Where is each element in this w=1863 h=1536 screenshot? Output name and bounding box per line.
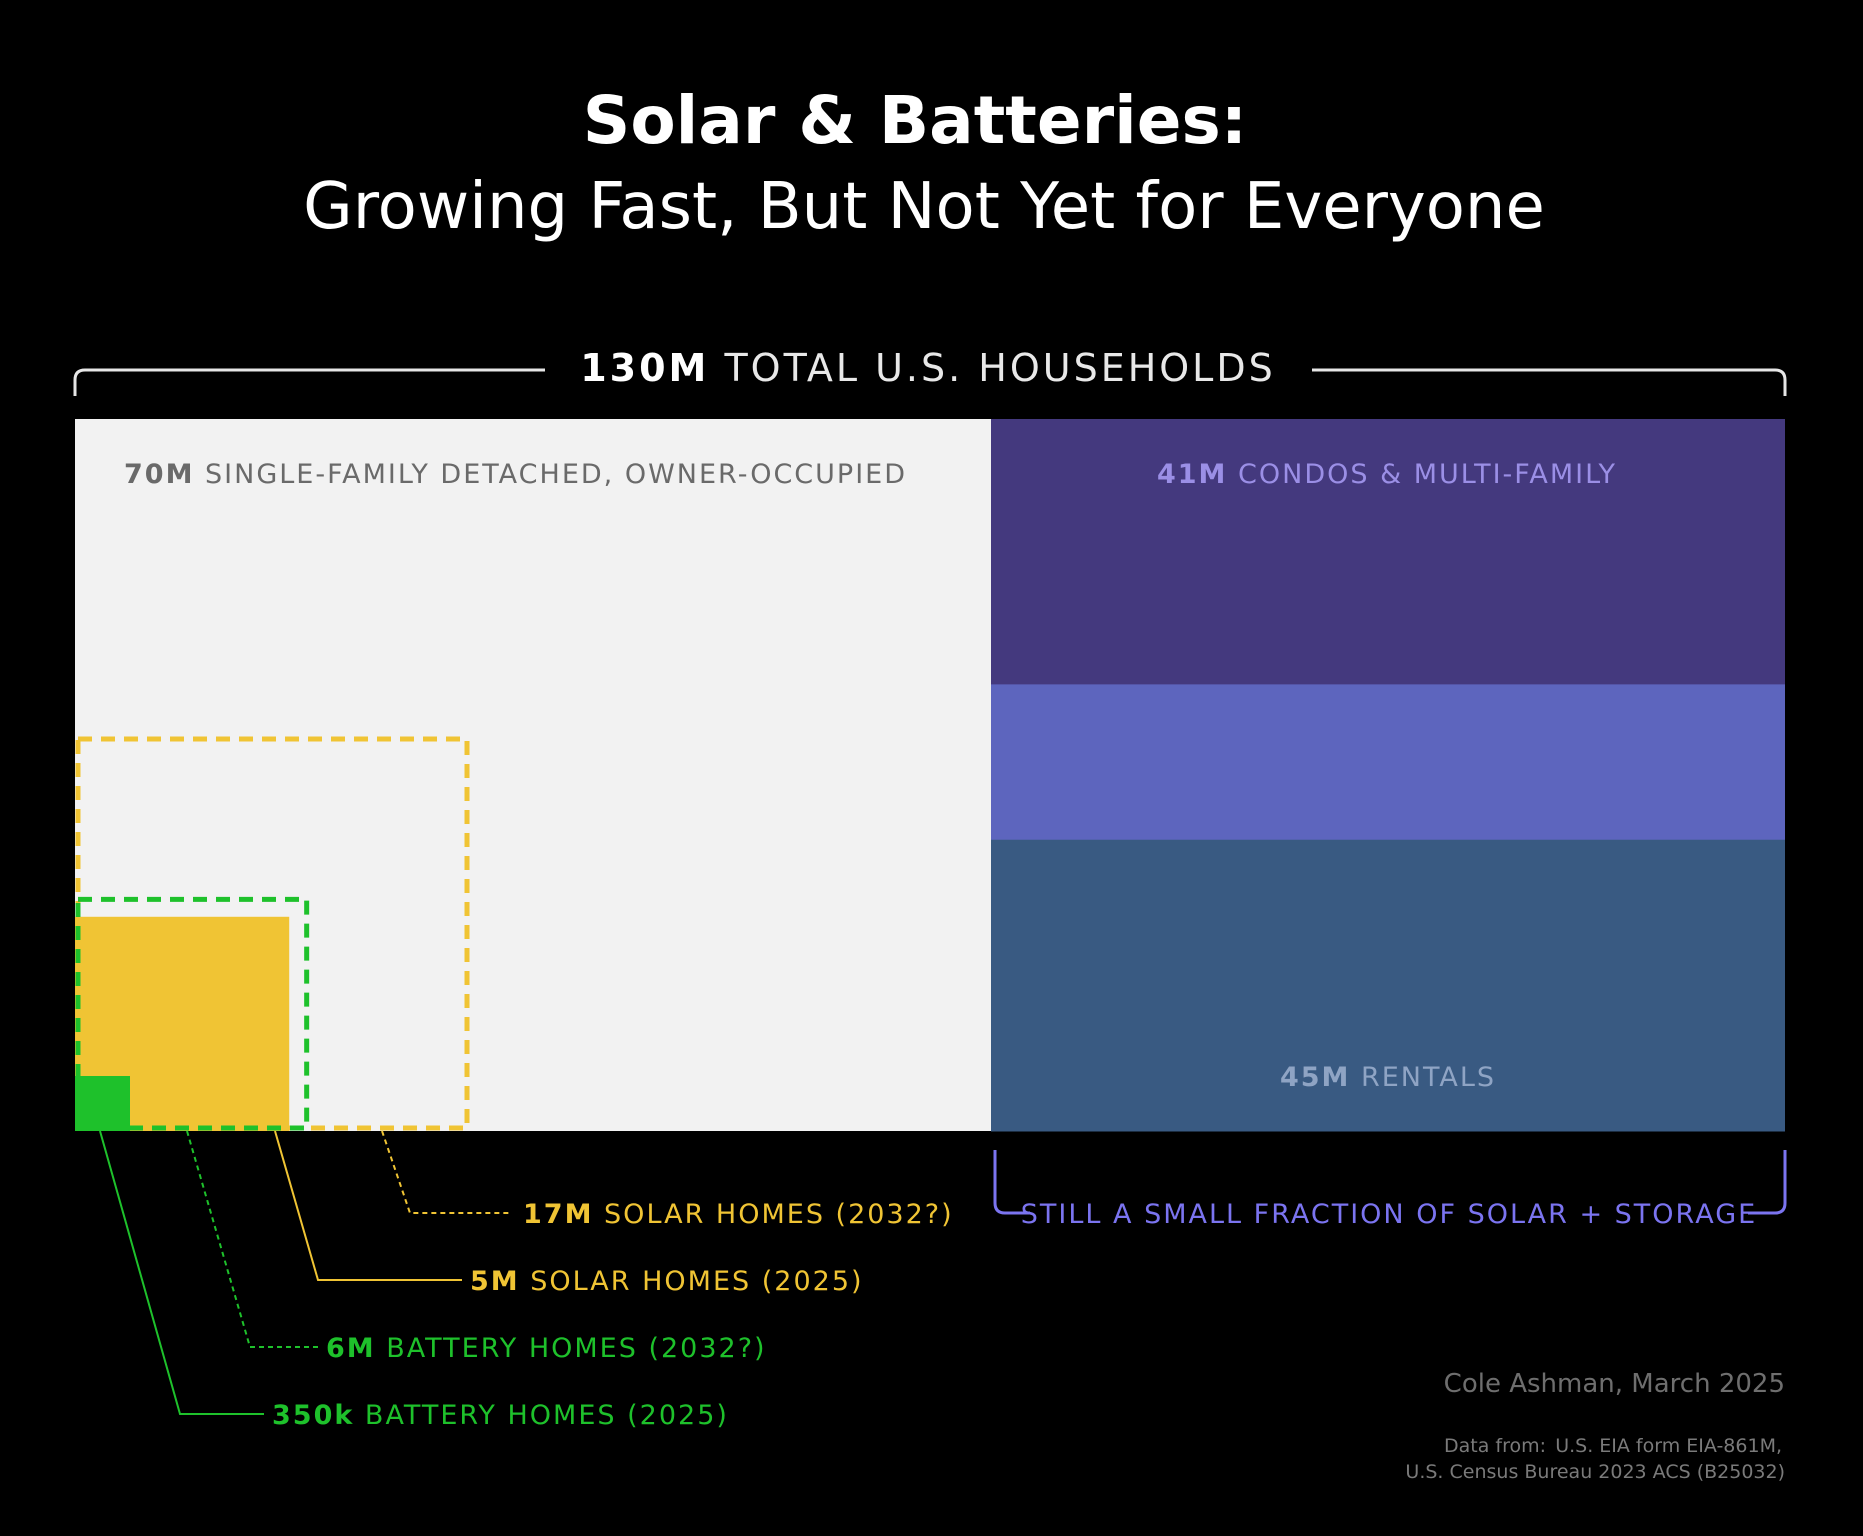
battery-2025-leader: [99, 1130, 264, 1415]
rentals-label: 45M RENTALS: [1280, 1062, 1496, 1093]
total-text: TOTAL U.S. HOUSEHOLDS: [723, 346, 1275, 390]
battery-2025-text: BATTERY HOMES (2025): [365, 1400, 729, 1431]
solar-2025-leader: [274, 1130, 462, 1281]
total-label: 130M TOTAL U.S. HOUSEHOLDS: [580, 346, 1276, 390]
battery-2025-value: 350k: [272, 1400, 354, 1431]
solar-2032-text: SOLAR HOMES (2032?): [604, 1199, 954, 1230]
bracket-note: STILL A SMALL FRACTION OF SOLAR + STORAG…: [1021, 1199, 1757, 1230]
total-value: 130M: [580, 346, 709, 390]
solar-2032-value: 17M: [523, 1199, 593, 1230]
condos-block: [991, 419, 1785, 685]
solar-2025-value: 5M: [470, 1266, 520, 1297]
rentals-value: 45M: [1280, 1062, 1350, 1093]
battery-2032-value: 6M: [326, 1333, 376, 1364]
battery-2025-label: 350k BATTERY HOMES (2025): [272, 1400, 729, 1431]
solar-2025-label: 5M SOLAR HOMES (2025): [470, 1266, 864, 1297]
condos-text: CONDOS & MULTI-FAMILY: [1238, 459, 1617, 490]
note-bracket-left: [993, 1150, 1030, 1215]
single-family-label: 70M SINGLE-FAMILY DETACHED, OWNER-OCCUPI…: [124, 459, 907, 490]
battery-2032-leader: [186, 1130, 318, 1348]
source-line2: U.S. Census Bureau 2023 ACS (B25032): [1405, 1461, 1785, 1483]
solar-2032-leader: [381, 1130, 512, 1214]
chart-subtitle: Growing Fast, But Not Yet for Everyone: [303, 170, 1545, 244]
solar-2032-label: 17M SOLAR HOMES (2032?): [523, 1199, 954, 1230]
battery-2032-label: 6M BATTERY HOMES (2032?): [326, 1333, 767, 1364]
solar-2025-text: SOLAR HOMES (2025): [530, 1266, 863, 1297]
note-bracket-right: [1748, 1150, 1787, 1215]
total-bracket-left: [73, 368, 545, 396]
condos-label: 41M CONDOS & MULTI-FAMILY: [1157, 459, 1617, 490]
single-family-value: 70M: [124, 459, 194, 490]
chart-title: Solar & Batteries:: [583, 82, 1247, 159]
battery-2025-square: [75, 1076, 130, 1131]
credit: Cole Ashman, March 2025: [1444, 1369, 1785, 1399]
source-line1: U.S. EIA form EIA-861M,: [1555, 1435, 1782, 1457]
battery-2032-text: BATTERY HOMES (2032?): [386, 1333, 766, 1364]
middle-block: [991, 684, 1785, 841]
rentals-block: [991, 839, 1785, 1132]
rentals-text: RENTALS: [1361, 1062, 1496, 1093]
total-bracket-right: [1312, 368, 1787, 396]
condos-value: 41M: [1157, 459, 1227, 490]
single-family-text: SINGLE-FAMILY DETACHED, OWNER-OCCUPIED: [205, 459, 907, 490]
source-label: Data from:: [1444, 1435, 1546, 1457]
